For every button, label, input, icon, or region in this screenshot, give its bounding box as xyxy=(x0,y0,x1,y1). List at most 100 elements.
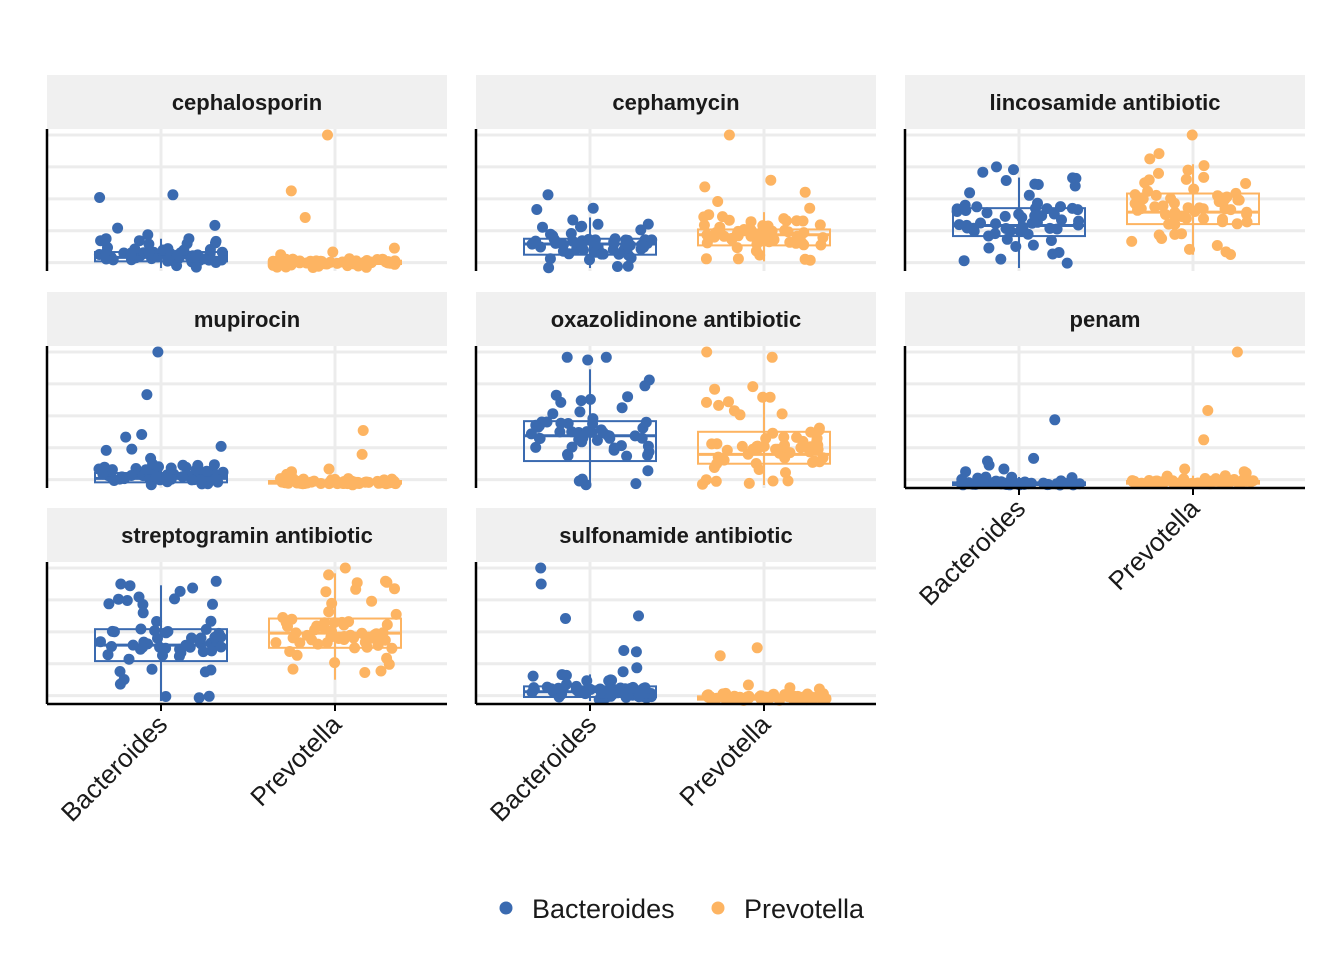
data-point xyxy=(566,441,578,453)
facet-strip xyxy=(47,508,447,562)
data-point xyxy=(1005,225,1016,237)
data-point xyxy=(1180,173,1192,185)
data-point xyxy=(133,591,145,603)
data-point xyxy=(1165,193,1177,204)
data-point xyxy=(197,646,209,658)
data-point xyxy=(983,242,995,254)
data-point xyxy=(612,261,623,272)
data-point xyxy=(102,649,114,661)
outlier-point xyxy=(1028,452,1040,464)
data-point xyxy=(1176,228,1187,240)
data-point xyxy=(706,438,718,450)
x-tick-label: Bacteroides xyxy=(55,709,173,827)
data-point xyxy=(757,220,769,232)
data-point xyxy=(174,585,186,597)
outlier-point xyxy=(299,212,311,223)
data-point xyxy=(118,674,130,685)
data-point xyxy=(390,608,402,620)
data-point xyxy=(981,207,993,219)
data-point xyxy=(372,636,384,647)
data-point xyxy=(780,467,791,479)
data-point xyxy=(1217,213,1228,225)
outlier-point xyxy=(535,578,547,590)
facet-panel: oxazolidinone antibiotic xyxy=(474,292,876,491)
data-point xyxy=(797,215,809,227)
data-point xyxy=(728,405,740,417)
outlier-point xyxy=(991,161,1002,173)
data-point xyxy=(1182,164,1194,176)
outlier-point xyxy=(784,682,796,694)
outlier-point xyxy=(275,249,287,261)
data-point xyxy=(1027,239,1039,251)
data-point xyxy=(635,224,647,236)
data-point xyxy=(971,201,983,213)
data-point xyxy=(1153,229,1165,241)
data-point xyxy=(575,395,587,407)
data-point xyxy=(210,257,222,268)
data-point xyxy=(960,205,972,216)
data-point xyxy=(1220,246,1232,258)
outlier-point xyxy=(542,189,554,201)
data-point xyxy=(581,675,593,687)
data-point xyxy=(121,595,133,606)
data-point xyxy=(576,473,588,485)
data-point xyxy=(621,450,633,462)
outlier-point xyxy=(723,129,735,141)
facet-panel: streptogramin antibiotic xyxy=(45,508,447,704)
data-point xyxy=(584,254,595,266)
data-point xyxy=(556,669,568,681)
data-point xyxy=(807,456,819,468)
outlier-point xyxy=(631,662,643,674)
data-point xyxy=(700,474,712,486)
facet-title: penam xyxy=(1070,307,1141,332)
data-point xyxy=(301,629,313,641)
outlier-point xyxy=(799,186,811,198)
data-point xyxy=(321,637,333,649)
outlier-point xyxy=(357,425,369,436)
data-point xyxy=(205,664,217,676)
legend-key xyxy=(711,901,725,915)
data-point xyxy=(1016,212,1028,223)
data-point xyxy=(319,617,330,629)
outlier-point xyxy=(1231,346,1243,358)
data-point xyxy=(764,391,776,403)
outlier-point xyxy=(1202,405,1214,416)
outlier-point xyxy=(618,645,630,656)
data-point xyxy=(812,439,824,451)
data-point xyxy=(157,649,168,661)
data-point xyxy=(778,431,790,443)
outlier-point xyxy=(1186,129,1198,141)
data-point xyxy=(544,253,556,265)
facet-strip xyxy=(476,292,876,346)
outlier-point xyxy=(765,174,777,186)
facet-strip xyxy=(905,292,1305,346)
legend-label: Bacteroides xyxy=(532,894,675,924)
data-point xyxy=(1055,201,1066,213)
data-point xyxy=(713,399,725,411)
box-iqr xyxy=(697,430,831,465)
data-point xyxy=(555,417,567,429)
x-tick-label: Bacteroides xyxy=(484,709,602,827)
data-point xyxy=(329,657,341,669)
data-point xyxy=(207,598,218,610)
outlier-point xyxy=(747,381,759,393)
outlier-point xyxy=(94,192,106,203)
data-point xyxy=(359,636,371,648)
data-point xyxy=(193,692,205,704)
outlier-point xyxy=(285,185,297,197)
data-point xyxy=(1153,167,1164,179)
outlier-point xyxy=(281,468,293,480)
data-point xyxy=(770,443,782,455)
facet-title: lincosamide antibiotic xyxy=(989,90,1220,115)
data-point xyxy=(543,262,555,274)
facet-title: mupirocin xyxy=(194,307,300,332)
data-point xyxy=(530,441,542,453)
outlier-point xyxy=(1179,463,1191,475)
outlier-point xyxy=(617,666,629,678)
data-point xyxy=(137,641,149,653)
facet-title: streptogramin antibiotic xyxy=(121,523,373,548)
data-point xyxy=(383,658,395,670)
outlier-point xyxy=(1198,434,1210,446)
data-point xyxy=(804,254,816,266)
data-point xyxy=(603,675,615,687)
